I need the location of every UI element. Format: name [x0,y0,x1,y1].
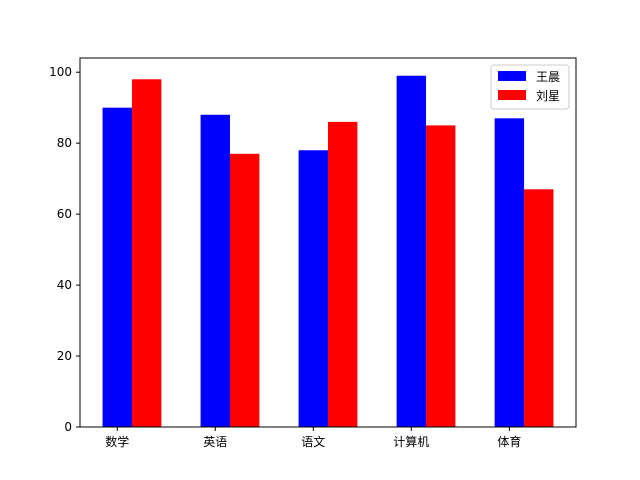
y-axis: 0 20 40 60 80 100 [49,65,80,434]
bar-series2-3 [426,125,456,427]
x-tick-label: 语文 [301,434,325,449]
bars-layer [102,75,554,428]
bar-series2-4 [524,189,554,427]
legend-label: 王晨 [536,70,560,84]
x-tick-label: 英语 [203,435,227,449]
legend-swatch [498,71,526,81]
x-tick-label: 数学 [105,434,129,449]
y-tick-label: 20 [57,349,72,363]
bar-series1-0 [102,107,132,428]
y-tick-label: 100 [49,65,72,79]
y-tick-label: 40 [57,278,72,292]
bar-series2-0 [131,79,162,427]
bar-series2-1 [229,153,260,428]
bar-series1-2 [298,150,328,427]
plot-frame [79,57,577,428]
bar-series1-1 [200,114,230,428]
y-tick-label: 80 [57,136,72,150]
bar-series1-4 [494,118,525,427]
y-tick-label: 60 [57,207,72,221]
bar-series1-3 [396,75,427,428]
x-tick-label: 计算机 [393,434,429,449]
y-tick-label: 0 [64,420,72,434]
x-tick-label: 体育 [497,434,521,449]
x-axis: 数学 英语 语文 计算机 体育 [105,427,521,449]
legend-swatch [498,90,526,100]
legend-label: 刘星 [536,89,560,103]
bar-series2-2 [328,121,358,428]
